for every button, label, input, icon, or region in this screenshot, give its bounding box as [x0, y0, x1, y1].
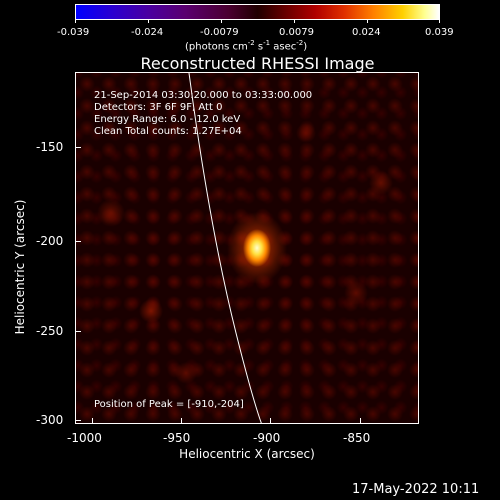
render-timestamp: 17-May-2022 10:11 [352, 482, 480, 497]
colorbar-tick-label: -0.0079 [200, 27, 239, 38]
y-axis-label: Heliocentric Y (arcsec) [13, 199, 27, 335]
x-tick-mark [270, 418, 271, 424]
rhessi-image: 21-Sep-2014 03:30:20.000 to 03:33:00.000… [75, 72, 419, 424]
y-tick-mark [75, 147, 81, 148]
x-tick-label: -850 [343, 431, 371, 445]
x-tick-mark [92, 418, 93, 424]
colorbar-tick-mark [221, 19, 222, 23]
y-tick-mark [75, 420, 81, 421]
colorbar-tick-label: 0.024 [352, 27, 381, 38]
units-exponent: -1 [263, 39, 271, 47]
colorbar-tick-label: 0.039 [425, 27, 454, 38]
units-text: ) [303, 41, 308, 53]
annotation-energy: Energy Range: 6.0 - 12.0 keV [94, 114, 241, 125]
units-exponent: -2 [296, 39, 304, 47]
y-tick-label: -300 [36, 413, 64, 427]
units-text: (photons cm [185, 41, 248, 53]
x-tick-mark [360, 418, 361, 424]
x-tick-label: -1000 [67, 431, 102, 445]
colorbar-units: (photons cm-2 s-1 asec-2) [185, 39, 307, 52]
y-tick-mark [75, 241, 81, 242]
colorbar-tick-label: 0.0079 [279, 27, 314, 38]
colorbar-tick-mark [75, 19, 76, 23]
annotation-counts: Clean Total counts: 1.27E+04 [94, 126, 242, 137]
solar-limb-curve [188, 73, 262, 423]
colorbar [75, 4, 440, 20]
x-tick-label: -900 [253, 431, 281, 445]
x-tick-label: -950 [163, 431, 191, 445]
y-tick-label: -250 [36, 324, 64, 338]
units-text: asec [270, 41, 297, 53]
annotation-time: 21-Sep-2014 03:30:20.000 to 03:33:00.000 [94, 90, 313, 101]
colorbar-tick-mark [367, 19, 368, 23]
colorbar-tick-mark [439, 19, 440, 23]
plot-title: Reconstructed RHESSI Image [140, 54, 375, 73]
y-tick-mark [75, 331, 81, 332]
colorbar-tick-label: -0.039 [57, 27, 90, 38]
x-axis-label: Heliocentric X (arcsec) [179, 447, 315, 461]
y-tick-label: -150 [36, 140, 64, 154]
colorbar-tick-mark [294, 19, 295, 23]
y-tick-label: -200 [36, 234, 64, 248]
colorbar-tick-mark [148, 19, 149, 23]
x-tick-mark [181, 418, 182, 424]
annotation-detectors: Detectors: 3F 6F 9F, Att 0 [94, 102, 223, 113]
colorbar-tick-label: -0.024 [131, 27, 164, 38]
peak-position-label: Position of Peak = [-910,-204] [94, 399, 244, 410]
units-text: s [254, 41, 264, 53]
units-exponent: -2 [247, 39, 255, 47]
